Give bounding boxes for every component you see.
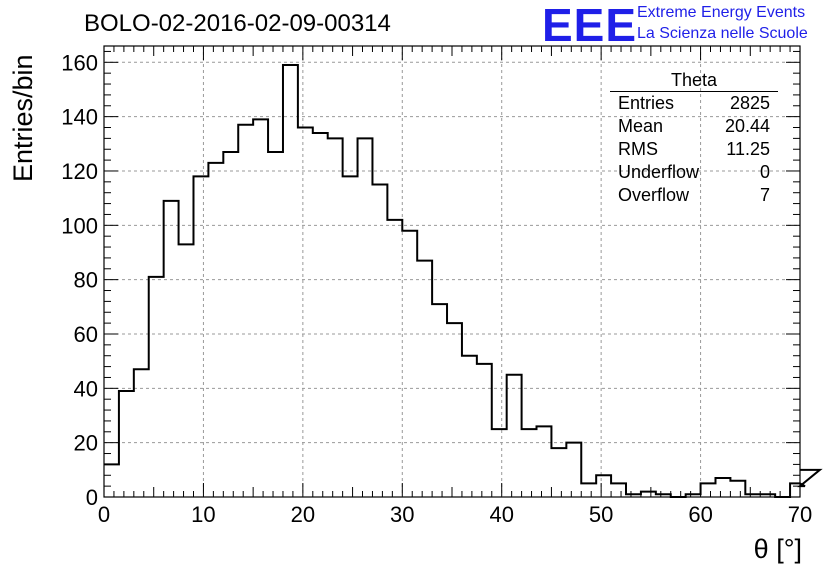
stat-label: Mean	[618, 116, 664, 136]
stat-row-rms: RMS 11.25	[610, 138, 778, 161]
logo-line-1: Extreme Energy Events	[637, 4, 806, 21]
chart-title: BOLO-02-2016-02-09-00314	[84, 10, 391, 37]
stat-label: Overflow	[618, 185, 690, 205]
y-tick-label: 140	[61, 105, 98, 130]
x-tick-label: 20	[291, 502, 315, 527]
histogram-series	[104, 64, 823, 498]
stat-label: RMS	[618, 139, 658, 159]
stat-row-underflow: Underflow 0	[610, 161, 778, 184]
stat-label: Entries	[618, 93, 675, 113]
y-tick-label: 160	[61, 50, 98, 75]
x-axis-label: θ [°]	[753, 534, 802, 564]
y-tick-label: 0	[86, 485, 98, 510]
stat-value: 2825	[729, 93, 770, 113]
stat-value: 20.44	[724, 116, 770, 136]
stat-row-overflow: Overflow 7	[610, 184, 778, 207]
x-tick-label: 70	[788, 502, 812, 527]
x-tick-label: 10	[191, 502, 215, 527]
stats-title: Theta	[610, 70, 778, 92]
x-tick-label: 50	[589, 502, 613, 527]
stat-label: Underflow	[618, 162, 700, 182]
x-tick-label: 40	[489, 502, 513, 527]
stat-row-mean: Mean 20.44	[610, 115, 778, 138]
eee-logo: EEE	[542, 0, 638, 51]
stats-box: Theta Entries 2825 Mean 20.44 RMS 11.25 …	[610, 70, 778, 207]
y-tick-label: 100	[61, 213, 98, 238]
logo-caption: Extreme Energy Events La Scienza nelle S…	[637, 2, 808, 44]
stat-value: 11.25	[726, 139, 770, 159]
y-axis-label: Entries/bin	[8, 54, 38, 182]
y-tick-label: 80	[74, 268, 98, 293]
x-tick-label: 0	[98, 502, 110, 527]
stat-value: 0	[759, 162, 770, 182]
grid-lines	[104, 46, 800, 497]
logo-line-2: La Scienza nelle Scuole	[637, 25, 808, 42]
x-tick-label: 30	[390, 502, 414, 527]
x-tick-label: 60	[688, 502, 712, 527]
y-tick-label: 60	[74, 322, 98, 347]
stat-row-entries: Entries 2825	[610, 92, 778, 115]
stat-value: 7	[759, 185, 770, 205]
y-tick-label: 120	[61, 159, 98, 184]
y-tick-label: 40	[74, 376, 98, 401]
y-tick-label: 20	[74, 431, 98, 456]
